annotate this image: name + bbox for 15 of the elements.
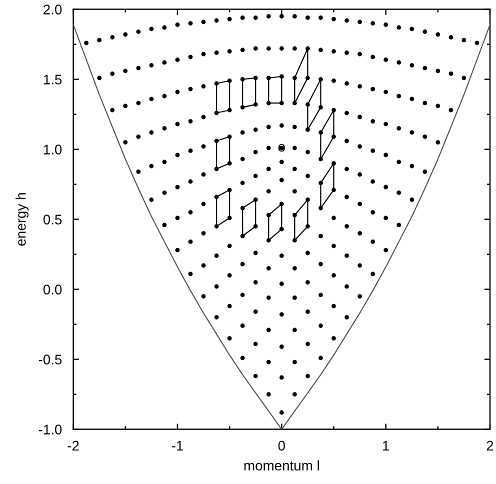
- y-tick-label: 1.0: [44, 144, 62, 154]
- x-axis-title: momentum l: [244, 460, 319, 471]
- y-tick-label: 0.5: [43, 214, 62, 224]
- x-tick-label: -1: [172, 440, 183, 450]
- y-tick-label: 0.0: [43, 284, 62, 294]
- y-tick-label: -1.0: [38, 424, 62, 434]
- x-tick-label: 2: [486, 440, 494, 450]
- x-tick-label: 0: [278, 440, 285, 451]
- annotation: o: [278, 144, 285, 152]
- y-tick-label: -0.5: [38, 354, 62, 364]
- y-tick-label: 2.0: [44, 4, 62, 14]
- y-tick-label: 1.5: [44, 74, 62, 84]
- x-tick-label: 1: [383, 440, 390, 450]
- y-axis-title: energy h: [16, 193, 29, 246]
- x-tick-label: -2: [68, 440, 79, 450]
